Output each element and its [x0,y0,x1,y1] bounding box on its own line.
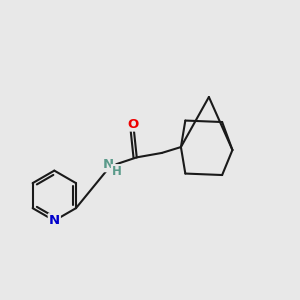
Text: O: O [128,118,139,130]
Text: N: N [49,214,60,227]
Text: N: N [103,158,114,171]
Text: H: H [112,165,122,178]
